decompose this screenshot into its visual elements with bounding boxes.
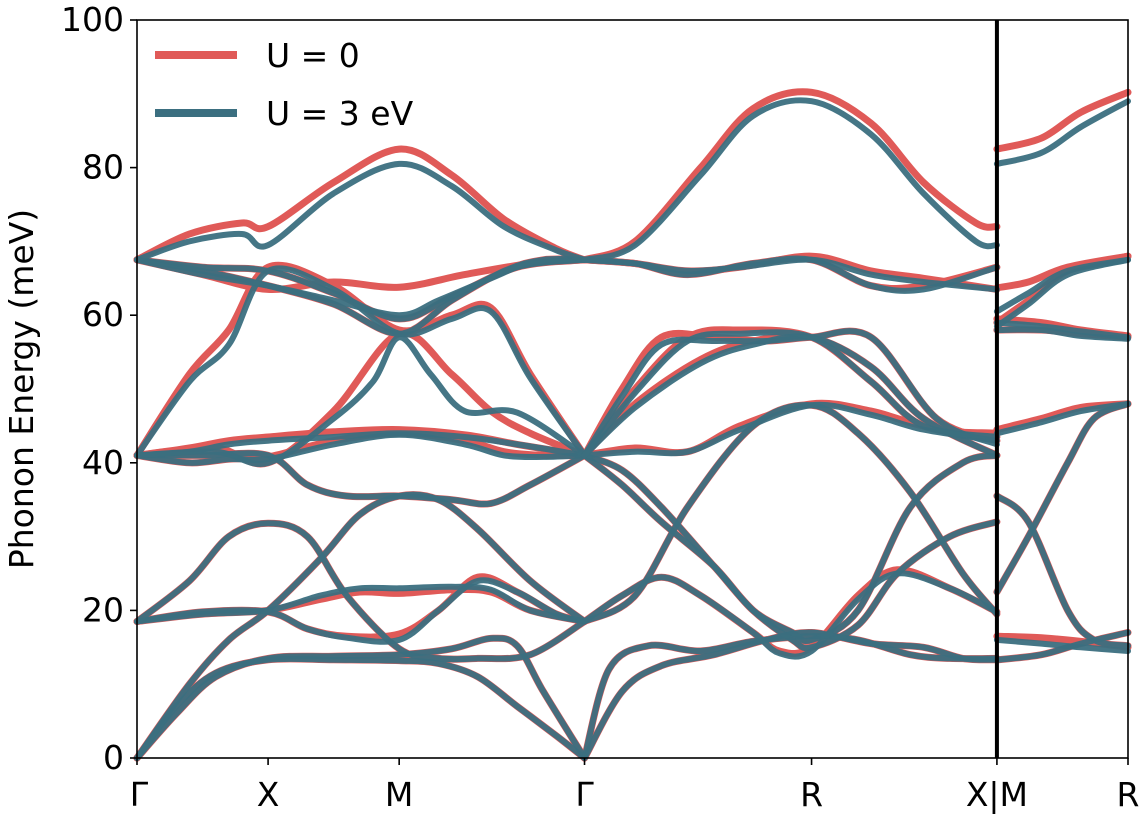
band-line [993, 400, 1131, 437]
band-line [581, 333, 1000, 459]
band-line [134, 491, 588, 761]
legend: U = 0 U = 3 eV [155, 36, 414, 133]
x-tick-label: R [1117, 775, 1140, 814]
series-u3ev [134, 97, 1131, 761]
band-line [993, 493, 1131, 649]
band-line [134, 160, 588, 263]
band-line [133, 491, 588, 762]
x-tick-label: Γ [130, 775, 149, 814]
band-line [993, 319, 1131, 341]
legend-label: U = 3 eV [266, 94, 414, 133]
band-line [993, 400, 1131, 595]
x-tick-label: X|M [966, 775, 1028, 814]
x-tick-label: X [257, 775, 280, 814]
band-line [993, 252, 1132, 292]
band-line [581, 97, 1000, 263]
x-tick-label: R [800, 775, 823, 814]
band-line [133, 145, 588, 264]
band-line [134, 256, 588, 319]
band-line [581, 329, 1000, 459]
band-line [993, 256, 1131, 315]
y-tick-label: 100 [61, 0, 124, 39]
bands-layer [133, 88, 1132, 762]
y-tick-label: 0 [103, 738, 124, 777]
band-line [134, 583, 588, 625]
band-line [993, 629, 1131, 663]
band-line [993, 492, 1132, 650]
band-line [993, 88, 1132, 153]
band-line [581, 255, 1000, 294]
band-line [581, 452, 1000, 652]
x-tick-label: M [385, 775, 413, 814]
band-line [134, 334, 588, 467]
band-line [993, 636, 1131, 654]
band-line [581, 88, 1001, 264]
band-line [581, 401, 1000, 459]
band-line [134, 655, 588, 761]
band-line [581, 401, 1001, 625]
band-line [581, 452, 1000, 645]
y-tick-label: 20 [82, 590, 124, 629]
y-tick-label: 40 [82, 443, 124, 482]
band-line [993, 98, 1131, 167]
y-tick-label: 80 [82, 148, 124, 187]
band-line [581, 570, 1000, 660]
band-line [134, 520, 588, 663]
band-line [134, 431, 588, 466]
y-tick-label: 60 [82, 295, 124, 334]
band-line [581, 633, 1000, 761]
legend-label: U = 0 [266, 36, 360, 75]
y-axis-title: Phonon Energy (meV) [2, 209, 41, 569]
plot-frame [136, 19, 1129, 759]
x-tick-label: Γ [575, 775, 594, 814]
band-line [581, 402, 1000, 625]
